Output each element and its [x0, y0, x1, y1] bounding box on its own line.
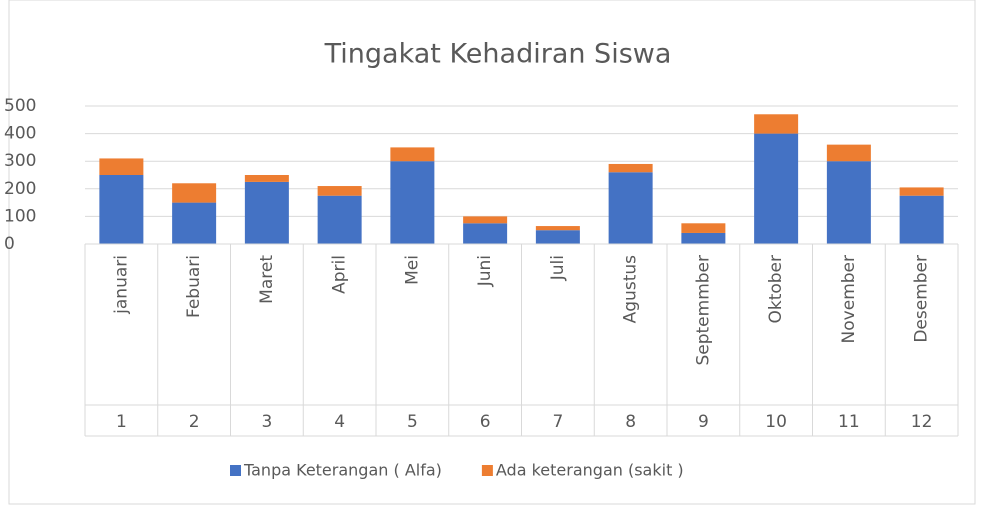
x-tick-label: Juni — [475, 255, 495, 287]
y-tick-label: 400 — [4, 124, 36, 144]
bar-segment — [172, 203, 216, 244]
legend-label: Ada keterangan (sakit ) — [496, 461, 684, 480]
bar-segment — [900, 187, 944, 195]
x-group-label: 5 — [407, 412, 418, 432]
bar-segment — [245, 175, 289, 182]
y-tick-label: 200 — [4, 179, 36, 199]
x-group-label: 4 — [334, 412, 345, 432]
x-group-label: 3 — [261, 412, 272, 432]
x-group-label: 6 — [480, 412, 491, 432]
legend-swatch — [482, 465, 493, 476]
bar-segment — [99, 175, 143, 244]
bar-segment — [463, 223, 507, 244]
bar-segment — [681, 233, 725, 244]
bar-segment — [900, 196, 944, 244]
bar-segment — [681, 223, 725, 233]
x-tick-label: Maret — [257, 255, 277, 304]
x-group-label: 11 — [838, 412, 860, 432]
x-group-label: 10 — [765, 412, 787, 432]
bar-segment — [754, 114, 798, 133]
bar-segment — [172, 183, 216, 202]
x-tick-label: Mei — [402, 255, 422, 285]
x-group-label: 2 — [189, 412, 200, 432]
legend-swatch — [230, 465, 241, 476]
bar-segment — [318, 186, 362, 196]
bar-segment — [318, 196, 362, 244]
x-tick-label: Agustus — [621, 255, 641, 323]
bar-segment — [754, 134, 798, 244]
bar-segment — [536, 230, 580, 244]
x-tick-label: Febuari — [184, 255, 204, 318]
x-group-label: 7 — [552, 412, 563, 432]
bar-segment — [609, 172, 653, 244]
x-tick-label: Desember — [912, 255, 932, 343]
x-group-label: 1 — [116, 412, 127, 432]
chart-title: Tingakat Kehadiran Siswa — [324, 39, 672, 70]
x-tick-label: Juli — [548, 255, 568, 281]
chart: Tingakat Kehadiran Siswa 0 100 200 300 400 50… — [0, 0, 982, 505]
y-tick-label: 500 — [4, 96, 36, 116]
bar-segment — [390, 161, 434, 244]
bar-segment — [536, 226, 580, 230]
bar-segment — [827, 161, 871, 244]
bar-segment — [609, 164, 653, 172]
legend-label: Tanpa Keterangan ( Alfa) — [243, 461, 442, 480]
x-group-label: 12 — [911, 412, 933, 432]
bar-segment — [245, 182, 289, 244]
x-tick-label: januari — [111, 255, 131, 315]
y-tick-label: 0 — [4, 234, 15, 254]
x-group-label: 9 — [698, 412, 709, 432]
x-tick-label: April — [330, 255, 350, 294]
x-group-label: 8 — [625, 412, 636, 432]
y-tick-label: 300 — [4, 151, 36, 171]
x-tick-label: Septemmber — [693, 255, 713, 366]
bar-segment — [463, 216, 507, 223]
x-tick-label: November — [839, 255, 859, 343]
bar-segment — [99, 158, 143, 175]
bar-segment — [827, 145, 871, 162]
chart-frame — [9, 0, 975, 504]
x-tick-label: Oktober — [766, 255, 786, 324]
bar-segment — [390, 147, 434, 161]
y-tick-label: 100 — [4, 206, 36, 226]
